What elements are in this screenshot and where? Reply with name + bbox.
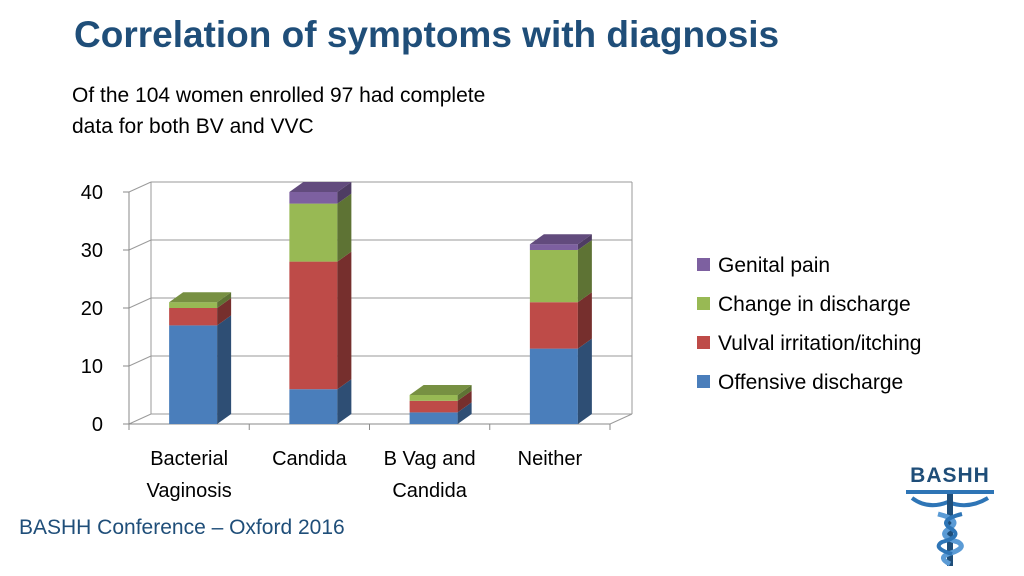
bar-vulval-irritation-itching-4-side [577,292,592,349]
floor-edge [609,413,633,425]
bar-change-in-discharge-2-side [337,193,352,262]
legend-swatch [697,297,710,310]
y-tick-label: 10 [81,356,103,378]
bar-offensive-discharge-3-side [457,402,472,424]
bar-vulval-irritation-itching-1 [169,308,218,326]
bar-offensive-discharge-4-side [577,338,592,424]
bar-vulval-irritation-itching-4 [529,302,578,349]
bar-genital-pain-2 [289,192,338,204]
bar-change-in-discharge-1-side [217,292,232,308]
x-tick-label: Candida [392,480,467,502]
subtitle-line-1: Of the 104 women enrolled 97 had complet… [72,84,486,107]
logo-text: BASHH [910,464,990,487]
legend-label: Genital pain [718,254,830,277]
bar-change-in-discharge-1 [169,302,218,308]
bar-genital-pain-2-top [289,182,352,192]
page-title: Correlation of symptoms with diagnosis [74,14,780,55]
bar-offensive-discharge-3 [409,412,458,424]
bar-genital-pain-4 [529,244,578,250]
gridline-side [128,181,152,193]
bar-change-in-discharge-3-side [457,385,472,401]
bar-change-in-discharge-3-top [409,385,472,395]
y-tick-label: 20 [81,298,103,320]
bar-offensive-discharge-2-side [337,379,352,424]
bar-genital-pain-4-top [529,234,592,245]
legend-label: Change in discharge [718,293,911,316]
gridline-side [128,297,152,309]
bar-change-in-discharge-1-top [169,292,232,303]
legend-swatch [697,258,710,271]
legend-swatch [697,375,710,388]
bar-change-in-discharge-3 [409,395,458,401]
bar-vulval-irritation-itching-3 [409,400,458,413]
x-tick-label: Candida [272,448,347,470]
x-tick-label: B Vag and [384,448,476,470]
legend-label: Vulval irritation/itching [718,332,921,355]
gridline-side [128,239,152,251]
bar-change-in-discharge-4-side [577,240,592,303]
bar-vulval-irritation-itching-2-side [337,251,352,390]
legend-swatch [697,336,710,349]
bashh-logo: BASHH [898,458,1002,570]
bar-offensive-discharge-1-side [217,315,232,424]
bar-change-in-discharge-4 [529,250,578,303]
x-tick-label: Neither [518,448,583,470]
y-tick-label: 30 [81,240,103,262]
subtitle: Of the 104 women enrolled 97 had complet… [72,80,592,142]
bar-genital-pain-2-side [337,182,352,204]
bar-offensive-discharge-1 [169,325,218,424]
bar-vulval-irritation-itching-1-side [217,298,232,326]
bar-offensive-discharge-4 [529,348,578,424]
caduceus-icon [906,490,994,567]
bar-vulval-irritation-itching-3-side [457,390,472,413]
bar-genital-pain-4-side [577,234,592,250]
x-tick-label: Bacterial [150,448,228,470]
y-tick-label: 40 [81,182,103,204]
legend-label: Offensive discharge [718,371,903,394]
y-tick-label: 0 [92,414,103,436]
bar-vulval-irritation-itching-2 [289,261,338,390]
subtitle-line-2: data for both BV and VVC [72,115,314,138]
gridline-side [128,413,152,425]
x-tick-label: Vaginosis [147,480,232,502]
bar-offensive-discharge-2 [289,389,338,424]
gridline-side [128,355,152,367]
bar-change-in-discharge-2 [289,203,338,262]
footer-text: BASHH Conference – Oxford 2016 [19,516,345,539]
